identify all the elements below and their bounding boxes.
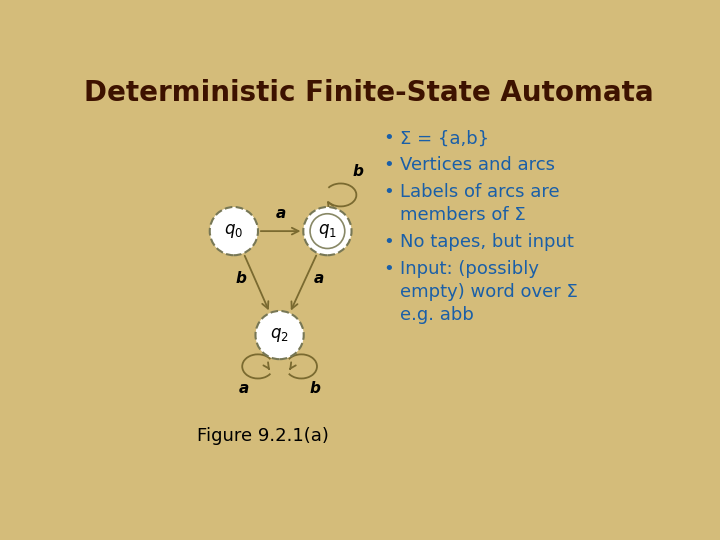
Text: $q_1$: $q_1$ (318, 222, 337, 240)
Text: •: • (384, 183, 395, 201)
Text: $q_2$: $q_2$ (270, 326, 289, 344)
Text: •: • (384, 260, 395, 278)
Text: No tapes, but input: No tapes, but input (400, 233, 574, 251)
Text: Σ = {a,b}: Σ = {a,b} (400, 129, 490, 147)
Circle shape (210, 207, 258, 255)
Text: •: • (384, 129, 395, 147)
Text: Deterministic Finite-State Automata: Deterministic Finite-State Automata (84, 79, 654, 107)
Text: b: b (310, 381, 321, 396)
Text: $q_0$: $q_0$ (225, 222, 243, 240)
Text: e.g. abb: e.g. abb (400, 306, 474, 324)
Text: Figure 9.2.1(a): Figure 9.2.1(a) (197, 427, 329, 446)
Circle shape (256, 311, 304, 359)
Text: Vertices and arcs: Vertices and arcs (400, 156, 555, 174)
Text: Input: (possibly: Input: (possibly (400, 260, 539, 278)
Text: •: • (384, 156, 395, 174)
Text: a: a (276, 206, 286, 221)
Text: a: a (314, 272, 324, 286)
Text: b: b (353, 164, 364, 179)
Text: b: b (235, 272, 246, 286)
Text: members of Σ: members of Σ (400, 206, 526, 224)
Circle shape (303, 207, 351, 255)
Text: empty) word over Σ: empty) word over Σ (400, 283, 578, 301)
Text: a: a (238, 381, 249, 396)
Text: •: • (384, 233, 395, 251)
Text: Labels of arcs are: Labels of arcs are (400, 183, 560, 201)
